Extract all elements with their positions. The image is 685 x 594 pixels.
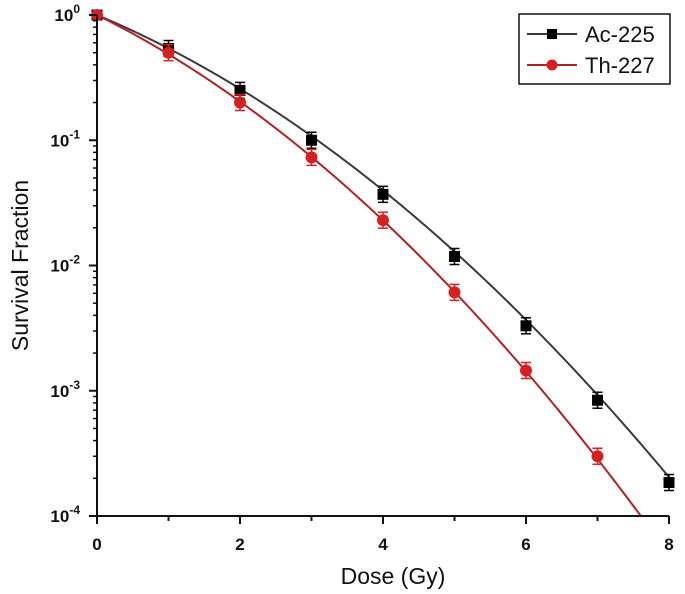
circle-marker	[591, 450, 604, 463]
tick-base: 10	[50, 382, 69, 401]
data-point	[449, 247, 460, 266]
data-point	[520, 317, 532, 335]
legend-label: Th-227	[585, 53, 655, 78]
data-point	[592, 391, 603, 409]
legend-entry: Th-227	[527, 53, 655, 78]
tick-exponent: -2	[69, 253, 80, 267]
tick-base: 10	[54, 6, 73, 25]
data-point	[520, 361, 532, 380]
tick-exponent: -1	[69, 127, 80, 141]
square-marker	[306, 134, 317, 146]
data-point	[162, 43, 175, 62]
data-point	[591, 447, 604, 465]
legend-entry: Ac-225	[527, 22, 655, 47]
data-point	[663, 473, 675, 492]
circle-marker	[305, 151, 318, 164]
data-point	[234, 93, 246, 112]
x-axis-title: Dose (Gy)	[341, 563, 446, 589]
y-tick-label: 100	[54, 2, 80, 25]
y-tick-label: 10-3	[50, 378, 80, 401]
x-tick-label: 2	[235, 535, 244, 554]
square-marker	[520, 320, 532, 332]
square-marker	[234, 84, 246, 96]
square-marker	[663, 477, 675, 489]
tick-base: 10	[50, 507, 69, 526]
legend-label: Ac-225	[585, 22, 655, 47]
tick-exponent: -3	[69, 378, 80, 392]
legend-circle-marker	[546, 59, 558, 71]
legend-box	[518, 13, 671, 85]
tick-base: 10	[50, 131, 69, 150]
square-marker	[449, 250, 460, 262]
y-axis-title: Survival Fraction	[7, 180, 33, 351]
square-marker	[377, 188, 389, 200]
legend: Ac-225 Th-227	[518, 13, 671, 85]
y-tick-label: 10-4	[50, 503, 80, 526]
circle-marker	[448, 286, 461, 299]
data-point	[377, 185, 389, 204]
legend-square-marker	[547, 29, 557, 39]
data-point	[306, 131, 317, 149]
tick-exponent: 0	[73, 2, 80, 16]
tick-exponent: -4	[69, 503, 80, 517]
tick-base: 10	[50, 257, 69, 276]
y-tick-label: 10-2	[50, 253, 80, 276]
y-tick-label: 10-1	[50, 127, 80, 150]
circle-marker	[162, 46, 175, 59]
square-marker	[592, 394, 603, 406]
x-tick-label: 8	[664, 535, 673, 554]
x-tick-label: 0	[92, 535, 101, 554]
data-point	[305, 148, 318, 167]
circle-marker	[520, 364, 532, 377]
data-point	[448, 283, 461, 302]
data-point	[377, 211, 389, 229]
circle-marker	[377, 214, 389, 227]
x-tick-label: 4	[378, 535, 388, 554]
circle-marker	[234, 96, 246, 109]
x-tick-label: 6	[521, 535, 530, 554]
